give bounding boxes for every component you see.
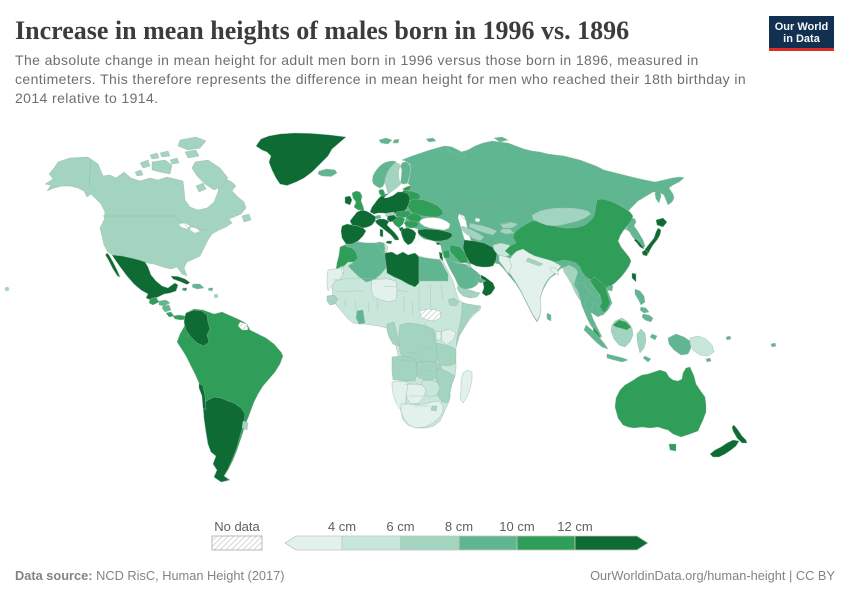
svg-text:No data: No data [214,519,260,534]
svg-text:8 cm: 8 cm [445,519,473,534]
svg-text:4 cm: 4 cm [328,519,356,534]
svg-text:12 cm: 12 cm [557,519,592,534]
svg-text:10 cm: 10 cm [499,519,534,534]
svg-text:6 cm: 6 cm [386,519,414,534]
